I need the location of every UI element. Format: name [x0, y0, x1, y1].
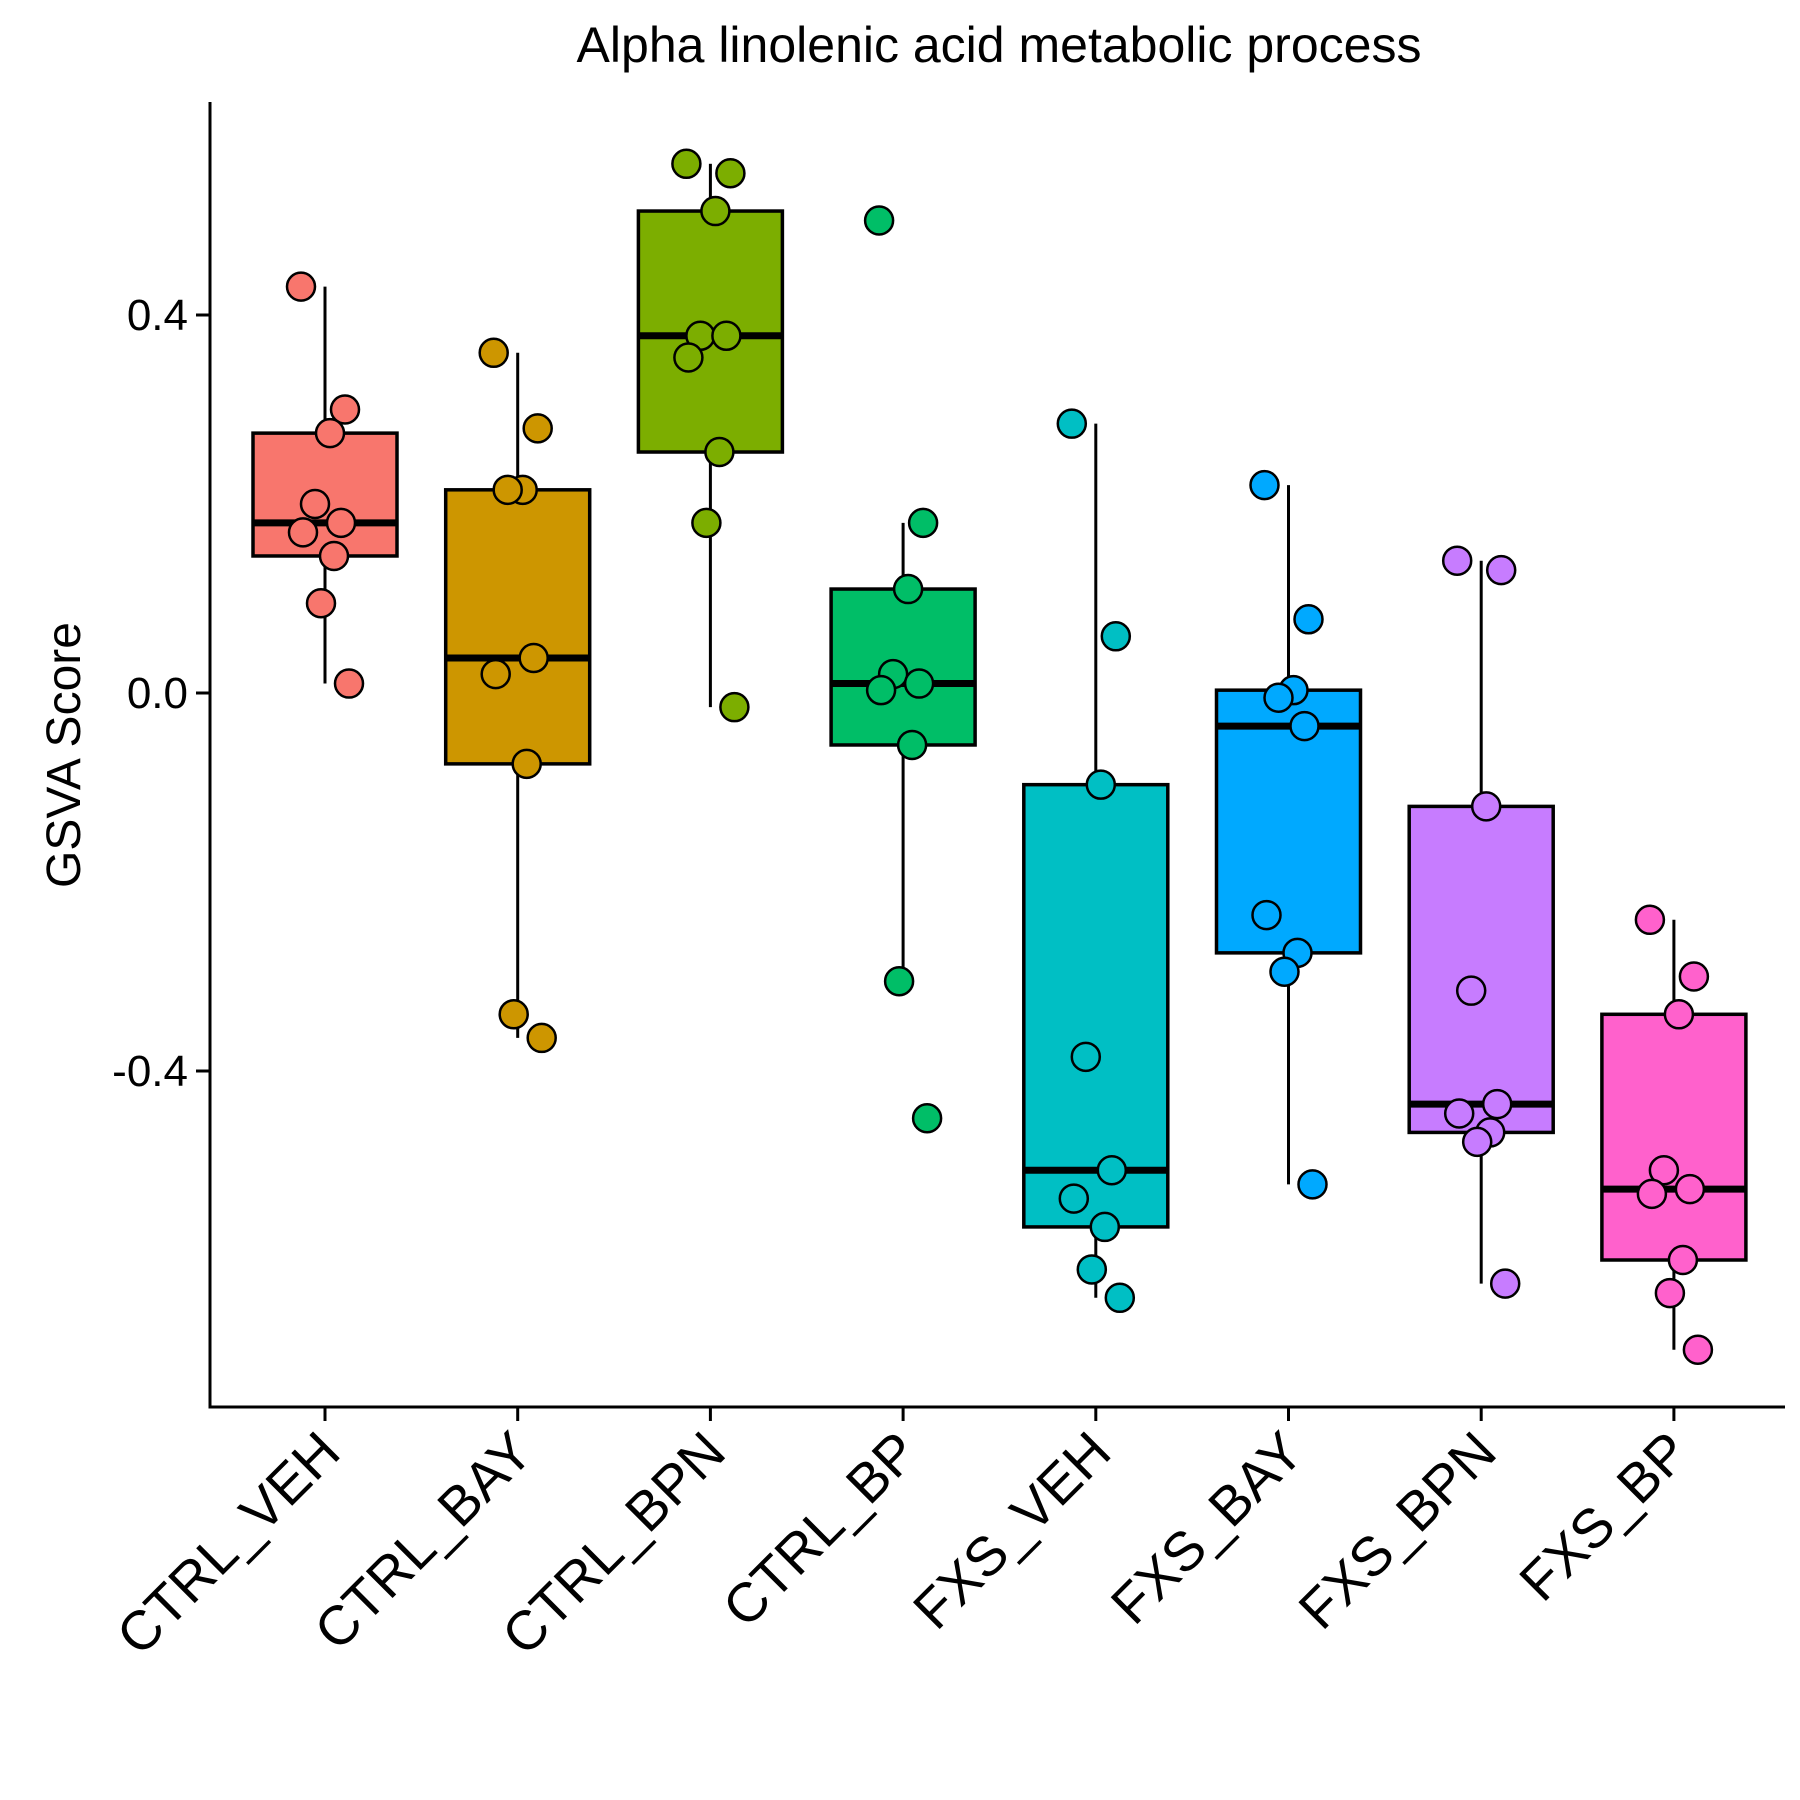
data-point: [492, 474, 523, 506]
box: [1600, 1012, 1748, 1262]
box-group-fxs-bay: [1214, 469, 1363, 1200]
data-point: [522, 413, 553, 444]
box: [443, 488, 592, 766]
data-point: [1678, 961, 1710, 992]
data-point: [715, 158, 746, 189]
data-point: [704, 436, 735, 468]
data-point: [498, 999, 529, 1030]
data-point: [907, 507, 939, 539]
data-point: [1263, 682, 1294, 713]
data-point: [526, 1022, 557, 1054]
data-point: [896, 729, 928, 761]
data-point: [1667, 1244, 1699, 1276]
x-tick-label: FXS_BPN: [1287, 1420, 1508, 1641]
data-point: [1289, 710, 1320, 742]
y-tick-label: 0.4: [127, 291, 188, 340]
data-point: [1648, 1154, 1680, 1186]
data-point: [1100, 621, 1132, 652]
x-tick-label: FXS_BP: [1507, 1420, 1700, 1613]
chart-title: Alpha linolenic acid metabolic process: [577, 17, 1422, 73]
box-group-ctrl-bpn: [636, 148, 785, 723]
data-point: [285, 271, 317, 302]
box-group-fxs-bp: [1600, 904, 1748, 1366]
data-point: [1470, 791, 1502, 822]
data-point: [1089, 1211, 1121, 1243]
data-point: [1056, 408, 1088, 439]
data-point: [1443, 1098, 1475, 1129]
data-point: [1070, 1041, 1102, 1073]
data-point: [1104, 1282, 1136, 1314]
axes: [208, 102, 1785, 1409]
data-point: [865, 674, 897, 706]
data-point: [1076, 1254, 1108, 1285]
data-point: [1485, 554, 1517, 586]
box-group-ctrl-bp: [829, 205, 977, 1134]
x-tick-label: FXS_VEH: [901, 1420, 1122, 1641]
data-point: [1455, 975, 1487, 1006]
y-axis-label: GSVA Score: [38, 622, 91, 888]
data-point: [1674, 1173, 1706, 1205]
data-point: [1634, 904, 1666, 936]
data-point: [1489, 1268, 1521, 1299]
data-point: [691, 507, 722, 539]
data-point: [911, 1103, 943, 1134]
data-point: [305, 587, 337, 619]
data-point: [1096, 1154, 1128, 1186]
data-point: [287, 517, 319, 548]
data-point: [1297, 1169, 1328, 1200]
y-tick-label: -0.4: [112, 1047, 188, 1096]
data-point: [892, 573, 924, 605]
box-group-fxs-bpn: [1407, 545, 1555, 1299]
data-point: [518, 642, 549, 674]
data-point: [1269, 956, 1300, 988]
data-point: [1654, 1277, 1686, 1309]
data-point: [480, 658, 511, 690]
data-point: [1682, 1334, 1714, 1366]
data-point: [1293, 604, 1324, 635]
data-point: [299, 488, 331, 520]
data-point: [329, 394, 361, 425]
x-tick-label: FXS_BAY: [1099, 1420, 1315, 1636]
box: [1022, 782, 1170, 1229]
data-point: [1663, 999, 1695, 1030]
box: [1407, 804, 1555, 1135]
y-tick-label: 0.0: [127, 669, 188, 718]
data-point: [1058, 1183, 1090, 1214]
data-point: [314, 417, 346, 449]
data-point: [671, 148, 702, 180]
data-point: [318, 540, 350, 572]
data-point: [511, 748, 542, 780]
box-group-fxs-veh: [1022, 408, 1170, 1314]
data-point: [325, 507, 357, 539]
data-point: [1481, 1088, 1513, 1120]
box-group-ctrl-bay: [443, 337, 592, 1054]
plot-area: [251, 148, 1748, 1366]
data-point: [719, 691, 750, 723]
data-point: [1461, 1126, 1493, 1158]
data-point: [1441, 545, 1473, 576]
data-point: [1085, 769, 1117, 800]
data-point: [903, 668, 935, 699]
data-point: [478, 337, 509, 369]
data-point: [1251, 899, 1282, 931]
data-point: [863, 205, 895, 236]
data-point: [711, 320, 742, 352]
x-tick-label: CTRL_BP: [711, 1420, 930, 1639]
data-point: [1636, 1178, 1668, 1210]
data-point: [333, 668, 365, 699]
data-point: [883, 965, 915, 997]
data-point: [1249, 469, 1280, 501]
data-point: [700, 195, 731, 227]
box-group-ctrl-veh: [251, 271, 399, 699]
data-point: [673, 342, 704, 373]
